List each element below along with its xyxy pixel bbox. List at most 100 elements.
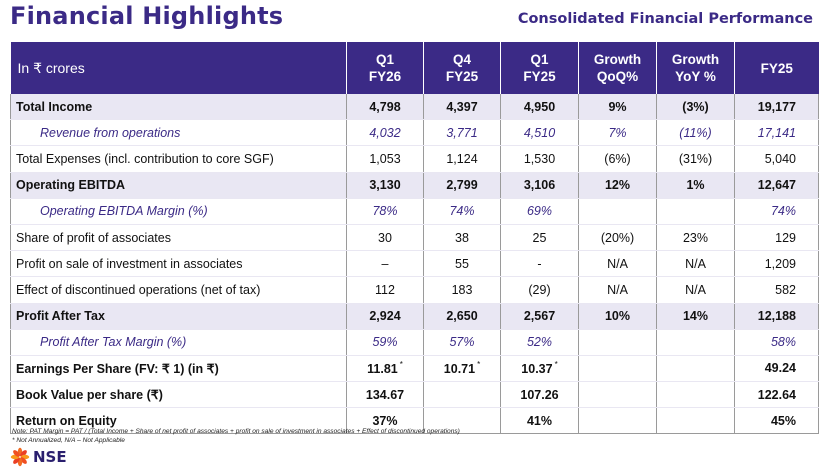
table-cell: 3,771 (423, 119, 501, 147)
table-cell: 1,124 (423, 145, 501, 173)
cell-value: 582 (775, 282, 796, 297)
cell-value: 30 (378, 230, 392, 245)
table-cell: 49.24 (734, 355, 819, 383)
row-label: Effect of discontinued operations (net o… (10, 276, 347, 304)
growth-qoq-header: Growth QoQ% (578, 42, 657, 94)
cell-value: 1,124 (446, 151, 478, 166)
row-label-text: Total Income (16, 99, 93, 114)
cell-value: N/A (607, 282, 628, 297)
table-cell (423, 407, 501, 435)
row-label-text: Total Expenses (incl. contribution to co… (16, 151, 274, 166)
table-cell: 41% (500, 407, 579, 435)
row-label: Total Income (10, 94, 347, 121)
table-cell: - (500, 250, 579, 278)
table-row: Profit After Tax Margin (%) 59% 57% 52% 58% (10, 329, 819, 356)
table-cell: 59% (346, 329, 424, 356)
nse-logo: NSE (10, 447, 67, 467)
cell-value: 74% (449, 204, 475, 219)
logo-petal (13, 457, 20, 464)
row-label-text: Book Value per share (₹) (16, 388, 163, 403)
row-label-text: Share of profit of associates (16, 230, 171, 245)
nse-logo-icon (10, 447, 30, 467)
table-row: Revenue from operations 4,032 3,771 4,510 7%… (10, 119, 819, 147)
table-cell: 107.26 (500, 381, 579, 409)
row-label-text: Profit After Tax (16, 309, 105, 324)
table-cell: 30 (346, 224, 424, 252)
cell-value: 4,032 (369, 125, 401, 140)
table-cell: 12% (578, 172, 657, 199)
cell-value: 2,799 (446, 178, 478, 193)
table-cell: 4,798 (346, 94, 424, 121)
table-cell: 74% (734, 198, 819, 225)
cell-value: – (381, 256, 389, 271)
table-cell: 2,799 (423, 172, 501, 199)
page-title: Financial Highlights (10, 2, 284, 30)
label-header: In ₹ crores (10, 42, 347, 94)
cell-value: 4,798 (369, 99, 401, 114)
row-label: Profit on sale of investment in associat… (10, 250, 347, 278)
cell-value: 2,650 (446, 309, 478, 324)
table-cell (578, 381, 657, 409)
financial-table: In ₹ crores Q1 FY26 Q4 FY25 Q1 FY25 Growth QoQ% G… (10, 42, 819, 435)
table-cell: 25 (500, 224, 579, 252)
cell-value: 59% (372, 335, 398, 350)
table-cell: N/A (656, 276, 735, 304)
cell-value: 107.26 (520, 387, 559, 402)
row-label: Revenue from operations (10, 119, 347, 147)
cell-value: 2,924 (369, 309, 401, 324)
table-cell: 2,924 (346, 303, 424, 330)
growth-yoy-header: Growth YoY % (656, 42, 735, 94)
row-label: Profit After Tax Margin (%) (10, 329, 347, 356)
logo-petal (20, 450, 27, 457)
table-cell: 3,130 (346, 172, 424, 199)
cell-value: 41% (526, 413, 553, 428)
row-label: Profit After Tax (10, 303, 347, 330)
table-row: Earnings Per Share (FV: ₹ 1) (in ₹) 11.81… (10, 355, 819, 383)
page-subtitle: Consolidated Financial Performance (517, 11, 813, 27)
q1-fy25-header: Q1 FY25 (500, 42, 579, 94)
table-cell: 4,397 (423, 94, 501, 121)
cell-value: 17,141 (757, 125, 796, 140)
not-annualized-marker: * (554, 360, 558, 370)
cell-value: (11%) (679, 125, 712, 140)
footnote-pat-margin: Note: PAT Margin = PAT / (Total Income +… (12, 428, 460, 435)
logo-text: NSE (33, 448, 67, 466)
cell-value: 12,647 (757, 178, 796, 193)
table-cell: 58% (734, 329, 819, 356)
cell-value: 78% (372, 204, 398, 219)
table-row: Profit After Tax 2,924 2,650 2,567 10% 14% 12,… (10, 303, 819, 330)
table-cell (578, 355, 657, 383)
table-cell: 4,950 (500, 94, 579, 121)
table-cell: 12,647 (734, 172, 819, 199)
cell-value: 129 (775, 230, 796, 245)
cell-value: 122.64 (757, 387, 796, 402)
cell-value: 1,209 (764, 256, 796, 271)
table-cell: 2,567 (500, 303, 579, 330)
cell-value: 11.81 (367, 362, 398, 377)
table-cell: 112 (346, 276, 424, 304)
table-cell: 1,530 (500, 145, 579, 173)
table-cell: 129 (734, 224, 819, 252)
cell-value: 37% (372, 413, 398, 428)
cell-value: 23% (682, 230, 709, 245)
cell-value: (20%) (600, 230, 635, 245)
table-header-row: In ₹ crores Q1 FY26 Q4 FY25 Q1 FY25 Growth QoQ% G… (10, 42, 819, 94)
cell-value: N/A (607, 256, 628, 271)
cell-value: 4,397 (446, 99, 478, 114)
cell-value: N/A (685, 282, 706, 297)
cell-value: 58% (770, 335, 796, 350)
row-label: Operating EBITDA (10, 172, 347, 199)
cell-value: 74% (770, 204, 796, 219)
table-cell: 19,177 (734, 94, 819, 121)
cell-value: - (537, 256, 542, 271)
table-cell: – (346, 250, 424, 278)
table-cell (656, 355, 735, 383)
cell-value: (31%) (678, 151, 713, 166)
cell-value: 49.24 (764, 361, 796, 376)
table-cell: 55 (423, 250, 501, 278)
cell-value: 3,771 (446, 125, 478, 140)
table-cell: (3%) (656, 94, 735, 121)
row-label-text: Operating EBITDA (16, 178, 126, 193)
cell-value: 3,130 (369, 178, 401, 193)
table-cell: N/A (578, 250, 657, 278)
